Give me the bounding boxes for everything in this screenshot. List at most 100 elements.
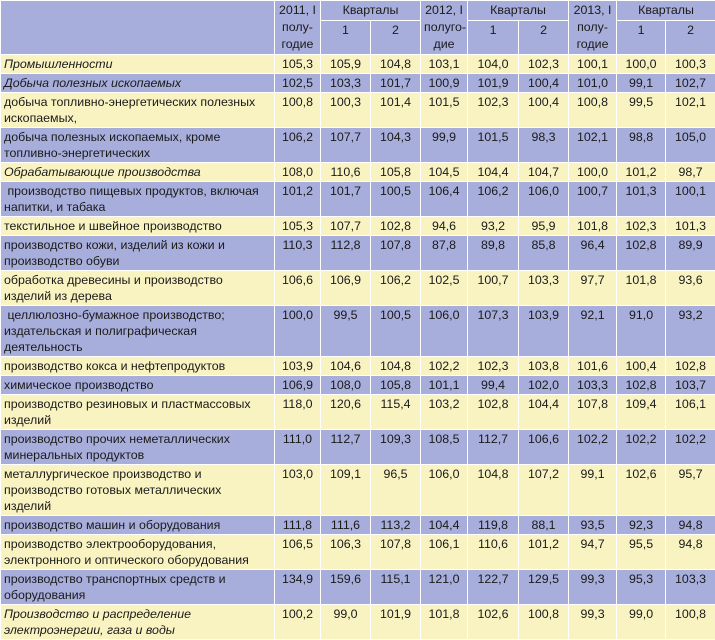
value-cell: 105,0 <box>666 128 715 163</box>
value-cell: 100,9 <box>421 74 468 93</box>
value-cell: 102,2 <box>421 357 468 376</box>
value-cell: 100,7 <box>468 271 519 306</box>
value-cell: 88,1 <box>519 516 569 535</box>
value-cell: 106,2 <box>468 182 519 217</box>
value-cell: 107,3 <box>468 306 519 357</box>
value-cell: 102,6 <box>617 465 666 516</box>
value-cell: 102,5 <box>275 74 321 93</box>
value-cell: 92,1 <box>569 306 617 357</box>
value-cell: 107,2 <box>519 465 569 516</box>
value-cell: 95,5 <box>617 535 666 570</box>
value-cell: 92,3 <box>617 516 666 535</box>
value-cell: 89,8 <box>468 236 519 271</box>
value-cell: 91,0 <box>617 306 666 357</box>
value-cell: 100,1 <box>569 55 617 74</box>
header-q2-2013: 2 <box>666 21 715 55</box>
value-cell: 119,8 <box>468 516 519 535</box>
table-row: Производство и распределение электроэнер… <box>1 605 715 640</box>
value-cell: 102,3 <box>468 357 519 376</box>
value-cell: 100,8 <box>666 605 715 640</box>
value-cell: 101,1 <box>421 376 468 395</box>
header-q2-2011: 2 <box>371 21 421 55</box>
value-cell: 106,2 <box>275 128 321 163</box>
value-cell: 99,5 <box>321 306 371 357</box>
value-cell: 100,2 <box>275 605 321 640</box>
row-label: производство кокса и нефтепродуктов <box>1 357 275 376</box>
value-cell: 109,1 <box>321 465 371 516</box>
value-cell: 106,9 <box>275 376 321 395</box>
value-cell: 103,3 <box>569 376 617 395</box>
value-cell: 115,4 <box>371 395 421 430</box>
header-2011: 2011, I полу-годие <box>275 1 321 55</box>
value-cell: 112,7 <box>468 430 519 465</box>
value-cell: 107,8 <box>371 236 421 271</box>
value-cell: 94,6 <box>421 217 468 236</box>
value-cell: 87,8 <box>421 236 468 271</box>
value-cell: 100,4 <box>519 93 569 128</box>
value-cell: 134,9 <box>275 570 321 605</box>
value-cell: 99,3 <box>569 570 617 605</box>
value-cell: 104,8 <box>468 465 519 516</box>
value-cell: 94,8 <box>666 535 715 570</box>
table-row: производство прочих неметаллических мине… <box>1 430 715 465</box>
table-row: производство резиновых и пластмассовых и… <box>1 395 715 430</box>
value-cell: 106,2 <box>371 271 421 306</box>
value-cell: 103,7 <box>666 376 715 395</box>
value-cell: 101,8 <box>569 217 617 236</box>
value-cell: 101,7 <box>321 182 371 217</box>
value-cell: 104,8 <box>371 55 421 74</box>
value-cell: 129,5 <box>519 570 569 605</box>
value-cell: 101,0 <box>569 74 617 93</box>
row-label: Обрабатывающие производства <box>1 163 275 182</box>
value-cell: 98,8 <box>617 128 666 163</box>
value-cell: 103,9 <box>275 357 321 376</box>
row-label: Промышленности <box>1 55 275 74</box>
value-cell: 106,9 <box>321 271 371 306</box>
row-label: текстильное и швейное производство <box>1 217 275 236</box>
value-cell: 95,7 <box>666 465 715 516</box>
value-cell: 108,5 <box>421 430 468 465</box>
header-2013: 2013, I полу-годие <box>569 1 617 55</box>
row-label: Добыча полезных ископаемых <box>1 74 275 93</box>
value-cell: 103,3 <box>519 271 569 306</box>
value-cell: 100,4 <box>519 74 569 93</box>
value-cell: 122,7 <box>468 570 519 605</box>
value-cell: 107,7 <box>321 128 371 163</box>
value-cell: 104,4 <box>519 395 569 430</box>
value-cell: 106,0 <box>519 182 569 217</box>
row-label: металлургическое производство и производ… <box>1 465 275 516</box>
value-cell: 106,6 <box>275 271 321 306</box>
value-cell: 102,2 <box>666 430 715 465</box>
value-cell: 105,3 <box>275 55 321 74</box>
value-cell: 103,8 <box>519 357 569 376</box>
value-cell: 101,5 <box>468 128 519 163</box>
table-row: обработка древесины и производство издел… <box>1 271 715 306</box>
value-cell: 99,1 <box>569 465 617 516</box>
header-quarters-2013: Кварталы <box>617 1 715 21</box>
value-cell: 99,1 <box>617 74 666 93</box>
value-cell: 101,2 <box>519 535 569 570</box>
value-cell: 106,3 <box>321 535 371 570</box>
value-cell: 104,4 <box>421 516 468 535</box>
value-cell: 101,5 <box>421 93 468 128</box>
header-quarters-2012: Кварталы <box>468 1 569 21</box>
value-cell: 100,3 <box>321 93 371 128</box>
value-cell: 103,2 <box>421 395 468 430</box>
value-cell: 102,3 <box>519 55 569 74</box>
value-cell: 99,4 <box>468 376 519 395</box>
value-cell: 102,8 <box>617 236 666 271</box>
value-cell: 111,0 <box>275 430 321 465</box>
value-cell: 99,0 <box>617 605 666 640</box>
value-cell: 102,8 <box>468 395 519 430</box>
header-q2-2012: 2 <box>519 21 569 55</box>
value-cell: 102,1 <box>666 93 715 128</box>
value-cell: 113,2 <box>371 516 421 535</box>
table-row: производство электрооборудования, электр… <box>1 535 715 570</box>
value-cell: 102,3 <box>468 93 519 128</box>
value-cell: 106,1 <box>666 395 715 430</box>
